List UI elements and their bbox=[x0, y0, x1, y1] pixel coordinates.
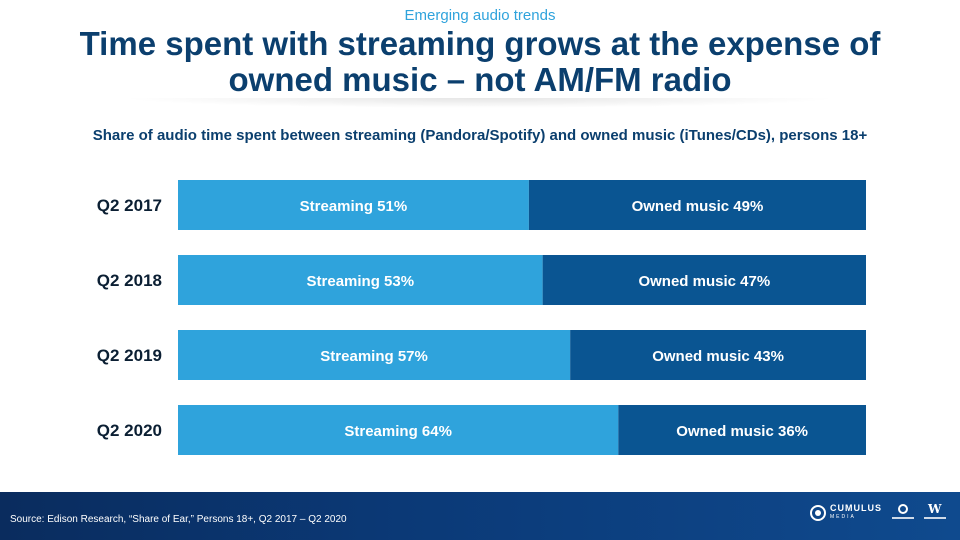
bar-streaming bbox=[178, 330, 571, 380]
data-label-owned-music: Owned music 47% bbox=[638, 273, 770, 290]
cumulus-sub: MEDIA bbox=[830, 514, 856, 520]
bar-owned-music bbox=[528, 180, 866, 230]
data-label-owned-music: Owned music 36% bbox=[676, 423, 808, 440]
stacked-bar-chart: Q2 2017 Streaming 51% Owned music 49% Q2 20… bbox=[97, 180, 866, 455]
cumulus-radio-logo bbox=[892, 504, 914, 522]
bar-owned-music bbox=[618, 405, 866, 455]
bar-streaming bbox=[178, 255, 543, 305]
title-line-2: owned music – not AM/FM radio bbox=[228, 61, 732, 98]
data-label-streaming: Streaming 51% bbox=[300, 198, 408, 215]
data-label-streaming: Streaming 53% bbox=[307, 273, 415, 290]
cumulus-logo-icon bbox=[810, 505, 826, 521]
source-note: Source: Edison Research, “Share of Ear,”… bbox=[10, 514, 347, 525]
data-label-owned-music: Owned music 43% bbox=[652, 348, 784, 365]
chart-subtitle: Share of audio time spent between stream… bbox=[92, 127, 868, 144]
data-label-streaming: Streaming 64% bbox=[344, 423, 452, 440]
bar-streaming bbox=[178, 180, 529, 230]
data-label-streaming: Streaming 57% bbox=[320, 348, 428, 365]
cumulus-word: CUMULUS bbox=[830, 503, 882, 513]
category-label: Q2 2019 bbox=[97, 346, 162, 365]
category-label: Q2 2018 bbox=[97, 271, 162, 290]
title-line-1: Time spent with streaming grows at the e… bbox=[79, 25, 881, 62]
category-label: Q2 2017 bbox=[97, 196, 162, 215]
bar-streaming bbox=[178, 405, 619, 455]
page-title: Time spent with streaming grows at the e… bbox=[0, 26, 960, 98]
footer-bar: Source: Edison Research, “Share of Ear,”… bbox=[0, 492, 960, 540]
bar-owned-music bbox=[542, 255, 866, 305]
category-label: Q2 2020 bbox=[97, 421, 162, 440]
title-divider-shadow bbox=[120, 98, 840, 108]
cumulus-wordmark: CUMULUS MEDIA bbox=[830, 504, 882, 522]
data-label-owned-music: Owned music 49% bbox=[632, 198, 764, 215]
kicker-text: Emerging audio trends bbox=[404, 7, 556, 24]
cumulus-media-logo: CUMULUS MEDIA bbox=[810, 504, 882, 522]
footer-logos: CUMULUS MEDIA bbox=[810, 502, 946, 522]
westwood-one-logo bbox=[924, 502, 946, 522]
bar-owned-music bbox=[570, 330, 866, 380]
